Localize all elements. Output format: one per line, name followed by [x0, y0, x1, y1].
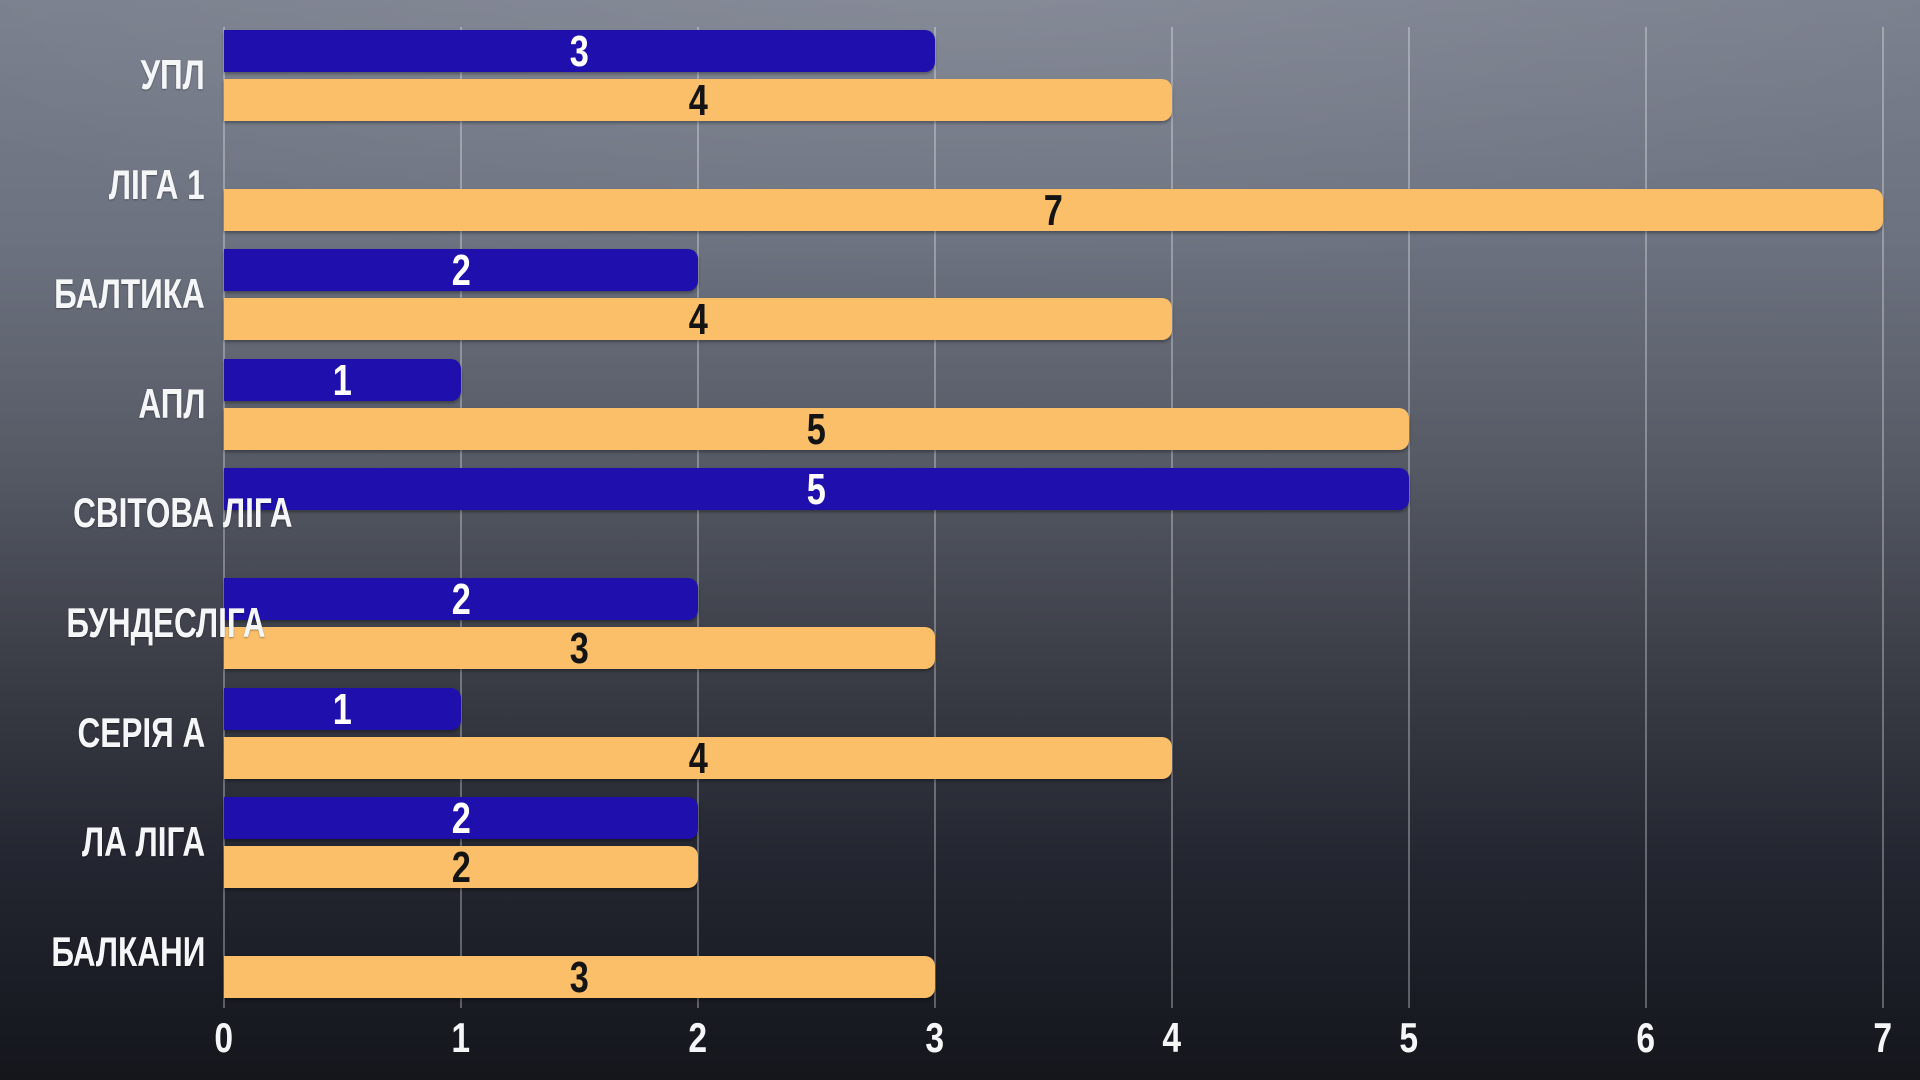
bar-value-label: 4	[224, 76, 1172, 125]
bar-value-text: 2	[451, 575, 471, 624]
gridline	[697, 27, 699, 1008]
category-label-text: АПЛ	[137, 379, 205, 427]
gridline	[1882, 27, 1884, 1008]
bar-series-orange: 4	[224, 76, 1172, 125]
bar-series-orange: 7	[224, 185, 1883, 235]
x-tick-text: 4	[1162, 1014, 1182, 1061]
bar-value-label: 4	[224, 733, 1172, 783]
bar-value-label: 3	[224, 952, 935, 1002]
bar-value-text: 7	[1043, 185, 1064, 235]
category-label: АПЛ	[0, 380, 205, 428]
bar-value-label: 2	[224, 246, 698, 296]
bar-value-text: 5	[806, 465, 827, 515]
bar-series-orange: 2	[224, 843, 698, 893]
x-tick-text: 2	[688, 1014, 708, 1061]
bar-series-blue: 2	[224, 246, 698, 296]
gridline	[1408, 27, 1410, 1008]
gridline	[934, 27, 936, 1008]
bar-value-text: 1	[332, 355, 353, 405]
bar-value-label: 4	[224, 295, 1172, 345]
bar-value-label: 1	[224, 684, 461, 734]
category-label-text: БУНДЕСЛІГА	[66, 599, 266, 646]
x-tick-label: 0	[164, 1012, 284, 1064]
category-label: ЛА ЛІГА	[0, 818, 205, 866]
category-label: БАЛТИКА	[0, 270, 205, 318]
bar-series-blue: 5	[224, 465, 1409, 515]
x-tick-text: 7	[1873, 1014, 1893, 1061]
bar-series-orange: 4	[224, 295, 1172, 345]
x-tick-text: 3	[925, 1014, 945, 1061]
x-tick-text: 6	[1636, 1014, 1656, 1061]
bar-series-orange: 3	[224, 624, 935, 673]
category-label-text: БАЛКАНИ	[51, 927, 206, 975]
bar-value-text: 2	[451, 246, 471, 296]
category-label-text: СВІТОВА ЛІГА	[73, 489, 293, 537]
bar-value-text: 4	[688, 733, 708, 783]
bar-value-text: 2	[451, 794, 471, 844]
gridline	[223, 27, 225, 1008]
category-label: БАЛКАНИ	[0, 928, 205, 976]
gridline	[460, 27, 462, 1008]
category-label-text: СЕРІЯ А	[77, 708, 205, 756]
category-label: СЕРІЯ А	[0, 709, 205, 757]
bar-series-blue: 3	[224, 27, 935, 76]
bar-value-label: 7	[224, 185, 1883, 235]
bar-value-text: 3	[569, 27, 590, 76]
x-tick-text: 0	[214, 1014, 234, 1061]
bar-value-label: 5	[224, 465, 1409, 515]
bar-value-label: 2	[224, 575, 698, 624]
bar-value-text: 5	[806, 404, 827, 454]
bar-value-label: 3	[224, 624, 935, 673]
bar-value-label: 1	[224, 355, 461, 405]
category-label-text: БАЛТИКА	[54, 270, 205, 318]
x-tick-label: 7	[1823, 1012, 1920, 1064]
x-tick-label: 6	[1586, 1012, 1706, 1064]
bar-value-label: 2	[224, 794, 698, 844]
category-label: СВІТОВА ЛІГА	[0, 489, 292, 537]
x-tick-label: 2	[638, 1012, 758, 1064]
gridline	[1645, 27, 1647, 1008]
bar-series-blue: 2	[224, 794, 698, 844]
gridline	[1171, 27, 1173, 1008]
bar-value-text: 4	[688, 295, 708, 345]
x-tick-label: 4	[1112, 1012, 1232, 1064]
x-tick-label: 1	[401, 1012, 521, 1064]
category-label-text: ЛІГА 1	[109, 160, 205, 208]
bar-value-text: 1	[332, 684, 353, 734]
x-tick-text: 1	[451, 1014, 471, 1061]
category-label: БУНДЕСЛІГА	[0, 599, 265, 647]
category-label: УПЛ	[0, 51, 205, 99]
bar-value-label: 5	[224, 404, 1409, 454]
bar-value-label: 2	[224, 843, 698, 893]
category-label: ЛІГА 1	[0, 161, 205, 209]
x-tick-label: 3	[875, 1012, 995, 1064]
bar-series-blue: 1	[224, 355, 461, 405]
bar-value-text: 3	[569, 624, 590, 673]
bar-series-orange: 4	[224, 733, 1172, 783]
x-tick-text: 5	[1399, 1014, 1419, 1061]
x-tick-label: 5	[1349, 1012, 1469, 1064]
bar-series-blue: 1	[224, 684, 461, 734]
bar-series-blue: 2	[224, 575, 698, 624]
category-label-text: ЛА ЛІГА	[81, 818, 205, 866]
bar-value-text: 4	[688, 76, 708, 125]
bar-value-label: 3	[224, 27, 935, 76]
bar-series-orange: 5	[224, 404, 1409, 454]
bar-value-text: 2	[451, 843, 471, 893]
bar-value-text: 3	[569, 952, 590, 1002]
bar-series-orange: 3	[224, 952, 935, 1002]
category-label-text: УПЛ	[140, 51, 205, 98]
